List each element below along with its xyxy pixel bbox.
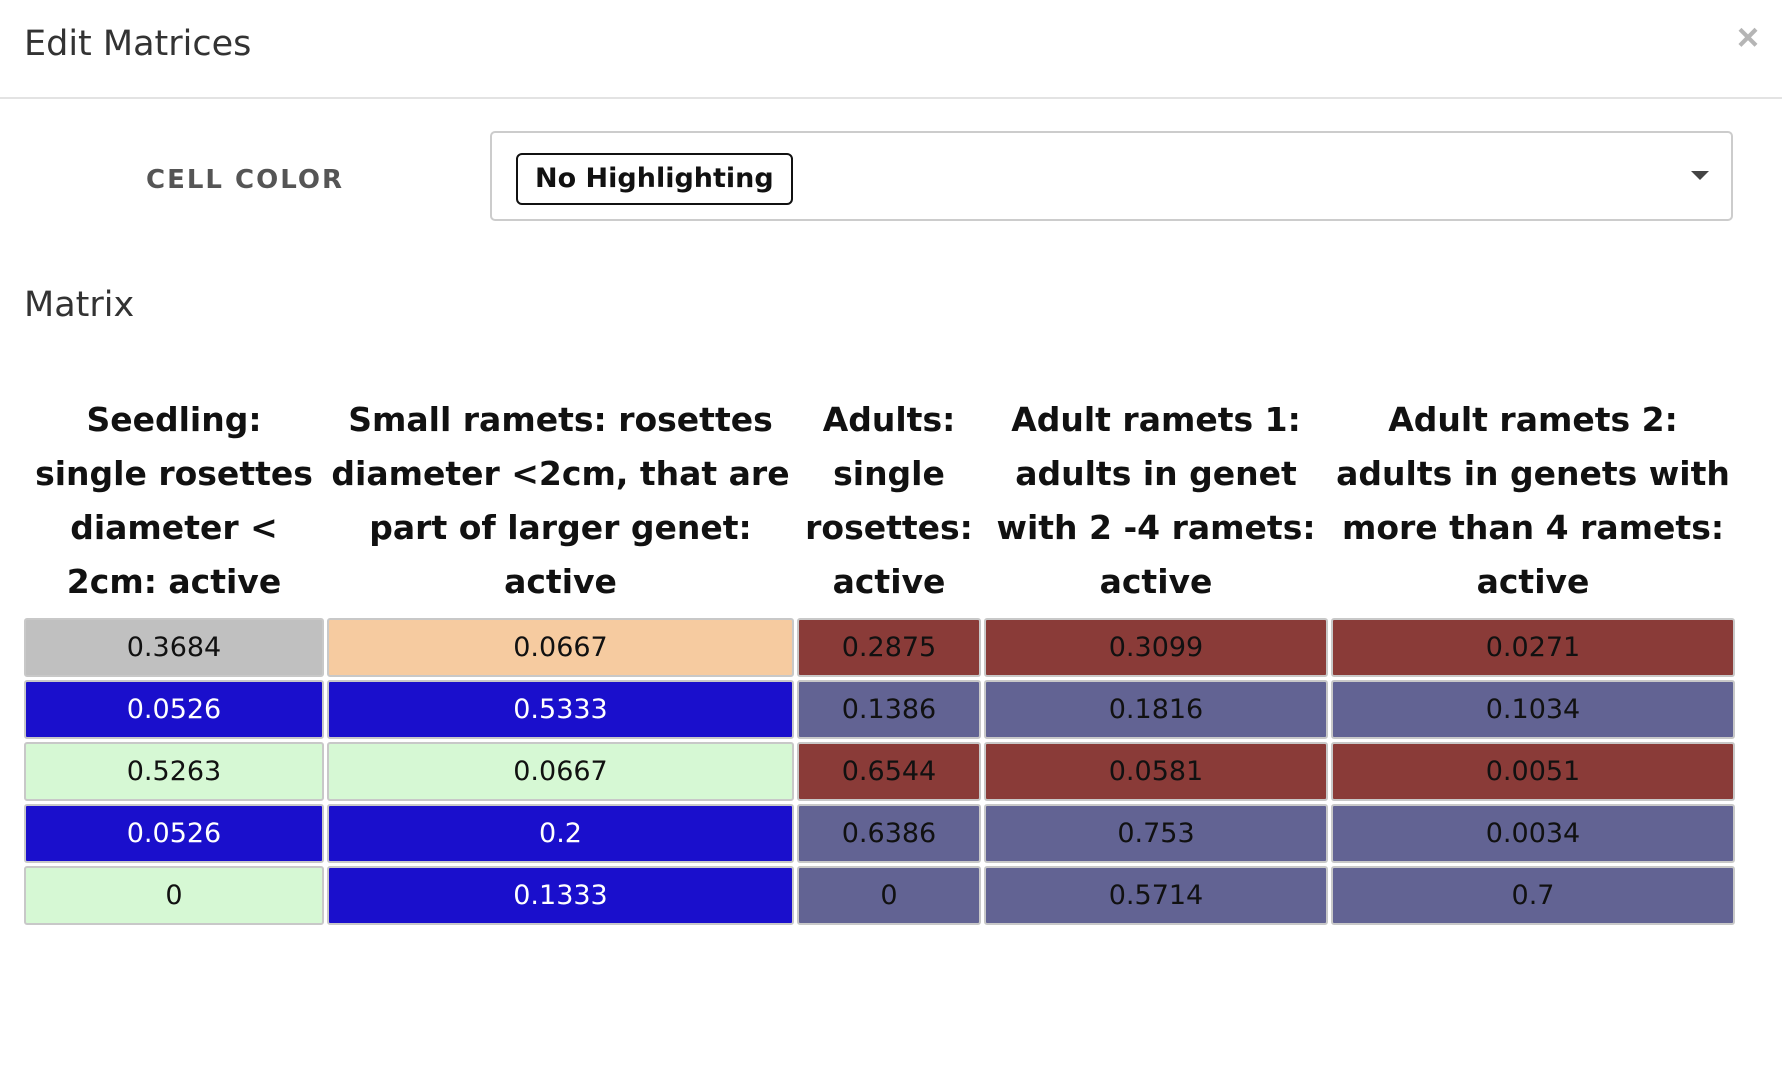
close-icon[interactable]: × — [1728, 18, 1768, 58]
matrix-cell[interactable]: 0.7 — [1331, 866, 1735, 925]
matrix-cell[interactable]: 0.1333 — [327, 866, 794, 925]
matrix-cell[interactable]: 0.6386 — [797, 804, 981, 863]
cell-color-select[interactable]: No Highlighting — [490, 131, 1733, 221]
matrix-table: Seedling: single rosettes diameter < 2cm… — [21, 390, 1738, 928]
matrix-cell[interactable]: 0.1816 — [984, 680, 1328, 739]
matrix-cell[interactable]: 0 — [797, 866, 981, 925]
column-header: Adult ramets 1: adults in genet with 2 -… — [996, 400, 1316, 601]
column-header: Small ramets: rosettes diameter <2cm, th… — [331, 400, 790, 601]
selected-option: No Highlighting — [516, 153, 793, 205]
matrix-cell[interactable]: 0.5263 — [24, 742, 324, 801]
matrix-cell[interactable]: 0.0034 — [1331, 804, 1735, 863]
matrix-cell[interactable]: 0.1034 — [1331, 680, 1735, 739]
matrix-cell[interactable]: 0.0526 — [24, 680, 324, 739]
matrix-cell[interactable]: 0.0667 — [327, 618, 794, 677]
matrix-cell[interactable]: 0 — [24, 866, 324, 925]
matrix-title: Matrix — [24, 285, 135, 325]
matrix-cell[interactable]: 0.0581 — [984, 742, 1328, 801]
matrix-row: 0 0.1333 0 0.5714 0.7 — [24, 866, 1735, 925]
matrix-cell[interactable]: 0.3099 — [984, 618, 1328, 677]
modal-title: Edit Matrices — [24, 24, 252, 64]
matrix-row: 0.5263 0.0667 0.6544 0.0581 0.0051 — [24, 742, 1735, 801]
matrix-row: 0.3684 0.0667 0.2875 0.3099 0.0271 — [24, 618, 1735, 677]
matrix-cell[interactable]: 0.1386 — [797, 680, 981, 739]
header-row: Seedling: single rosettes diameter < 2cm… — [24, 393, 1735, 615]
matrix-cell[interactable]: 0.3684 — [24, 618, 324, 677]
modal-header: Edit Matrices × — [0, 0, 1782, 99]
column-header: Seedling: single rosettes diameter < 2cm… — [35, 400, 313, 601]
cell-color-label: CELL COLOR — [146, 165, 344, 195]
matrix-cell[interactable]: 0.0526 — [24, 804, 324, 863]
matrix-cell[interactable]: 0.6544 — [797, 742, 981, 801]
caret-down-icon[interactable] — [1691, 171, 1709, 180]
matrix-row: 0.0526 0.5333 0.1386 0.1816 0.1034 — [24, 680, 1735, 739]
matrix-cell[interactable]: 0.0667 — [327, 742, 794, 801]
column-header: Adults: single rosettes: active — [805, 400, 973, 601]
matrix-cell[interactable]: 0.5714 — [984, 866, 1328, 925]
matrix-cell[interactable]: 0.0271 — [1331, 618, 1735, 677]
matrix-cell[interactable]: 0.753 — [984, 804, 1328, 863]
column-header: Adult ramets 2: adults in genets with mo… — [1336, 400, 1730, 601]
matrix-row: 0.0526 0.2 0.6386 0.753 0.0034 — [24, 804, 1735, 863]
matrix-cell[interactable]: 0.0051 — [1331, 742, 1735, 801]
matrix-cell[interactable]: 0.2 — [327, 804, 794, 863]
matrix-cell[interactable]: 0.5333 — [327, 680, 794, 739]
matrix-container: Seedling: single rosettes diameter < 2cm… — [24, 390, 1760, 928]
matrix-cell[interactable]: 0.2875 — [797, 618, 981, 677]
